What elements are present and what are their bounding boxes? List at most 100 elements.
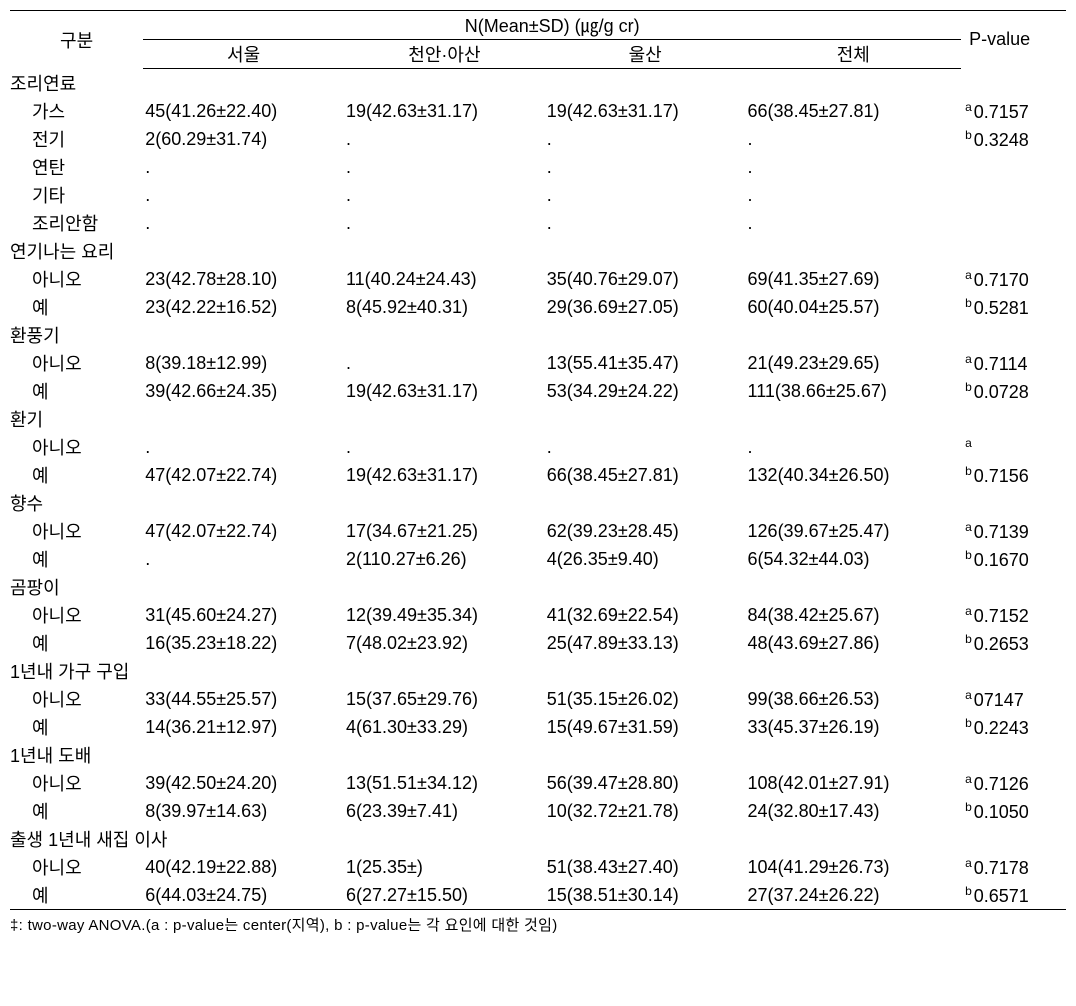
category-label: 곰팡이 [10,573,1066,601]
cell-value: . [746,433,962,461]
header-gubun: 구분 [10,11,143,69]
p-value: b0.3248 [961,125,1066,153]
category-label: 향수 [10,489,1066,517]
p-superscript: a [965,688,972,702]
cell-value: . [746,125,962,153]
p-value: a07147 [961,685,1066,713]
cell-value: 23(42.22±16.52) [143,293,344,321]
row-label: 예 [10,545,143,573]
cell-value: 6(44.03±24.75) [143,881,344,910]
cell-value: 51(38.43±27.40) [545,853,746,881]
cell-value: . [545,209,746,237]
p-value: a0.7152 [961,601,1066,629]
cell-value: 47(42.07±22.74) [143,461,344,489]
row-label: 예 [10,713,143,741]
p-number: 0.3248 [974,130,1029,150]
row-label: 전기 [10,125,143,153]
cell-value: 4(61.30±33.29) [344,713,545,741]
p-value: a0.7114 [961,349,1066,377]
cell-value: . [143,545,344,573]
footnote: ‡: two-way ANOVA.(a : p-value는 center(지역… [10,914,1066,935]
p-value [961,209,1066,237]
row-label: 아니오 [10,433,143,461]
cell-value: 21(49.23±29.65) [746,349,962,377]
cell-value: 25(47.89±33.13) [545,629,746,657]
cell-value: 13(55.41±35.47) [545,349,746,377]
cell-value: 8(39.18±12.99) [143,349,344,377]
p-superscript: a [965,436,972,450]
row-label: 아니오 [10,853,143,881]
row-label: 예 [10,797,143,825]
p-superscript: b [965,128,972,142]
cell-value: 84(38.42±25.67) [746,601,962,629]
row-label: 가스 [10,97,143,125]
header-col: 전체 [746,40,962,69]
p-number: 0.1670 [974,550,1029,570]
row-label: 아니오 [10,349,143,377]
p-superscript: b [965,380,972,394]
cell-value: 62(39.23±28.45) [545,517,746,545]
cell-value: 104(41.29±26.73) [746,853,962,881]
cell-value: 8(39.97±14.63) [143,797,344,825]
cell-value: . [143,153,344,181]
cell-value: . [344,349,545,377]
cell-value: 11(40.24±24.43) [344,265,545,293]
cell-value: 29(36.69±27.05) [545,293,746,321]
cell-value: 2(110.27±6.26) [344,545,545,573]
cell-value: . [143,209,344,237]
row-label: 아니오 [10,265,143,293]
cell-value: 108(42.01±27.91) [746,769,962,797]
cell-value: . [545,433,746,461]
cell-value: 16(35.23±18.22) [143,629,344,657]
cell-value: . [746,181,962,209]
cell-value: . [344,125,545,153]
cell-value: 17(34.67±21.25) [344,517,545,545]
cell-value: 41(32.69±22.54) [545,601,746,629]
category-label: 환풍기 [10,321,1066,349]
row-label: 아니오 [10,517,143,545]
cell-value: . [344,209,545,237]
row-label: 아니오 [10,685,143,713]
cell-value: 13(51.51±34.12) [344,769,545,797]
p-value: b0.7156 [961,461,1066,489]
cell-value: . [746,209,962,237]
cell-value: 15(38.51±30.14) [545,881,746,910]
p-superscript: a [965,772,972,786]
p-number: 0.1050 [974,802,1029,822]
cell-value: 10(32.72±21.78) [545,797,746,825]
category-label: 조리연료 [10,69,1066,98]
p-number: 0.7152 [974,606,1029,626]
p-number: 0.7126 [974,774,1029,794]
cell-value: . [746,153,962,181]
category-label: 출생 1년내 새집 이사 [10,825,1066,853]
p-number: 0.2243 [974,718,1029,738]
cell-value: 45(41.26±22.40) [143,97,344,125]
p-value: b0.0728 [961,377,1066,405]
p-value: a0.7139 [961,517,1066,545]
cell-value: 48(43.69±27.86) [746,629,962,657]
cell-value: 6(54.32±44.03) [746,545,962,573]
cell-value: 66(38.45±27.81) [545,461,746,489]
row-label: 기타 [10,181,143,209]
p-value: b0.5281 [961,293,1066,321]
category-label: 1년내 가구 구입 [10,657,1066,685]
cell-value: . [143,433,344,461]
cell-value: . [545,181,746,209]
cell-value: . [344,153,545,181]
cell-value: 33(45.37±26.19) [746,713,962,741]
p-value: a [961,433,1066,461]
cell-value: 99(38.66±26.53) [746,685,962,713]
cell-value: 33(44.55±25.57) [143,685,344,713]
p-value: a0.7157 [961,97,1066,125]
row-label: 아니오 [10,769,143,797]
cell-value: . [545,125,746,153]
p-value: a0.7170 [961,265,1066,293]
p-superscript: b [965,548,972,562]
cell-value: 8(45.92±40.31) [344,293,545,321]
p-value: b0.2243 [961,713,1066,741]
p-number: 0.7178 [974,858,1029,878]
cell-value: . [545,153,746,181]
cell-value: 19(42.63±31.17) [344,461,545,489]
cell-value: 27(37.24±26.22) [746,881,962,910]
cell-value: 35(40.76±29.07) [545,265,746,293]
